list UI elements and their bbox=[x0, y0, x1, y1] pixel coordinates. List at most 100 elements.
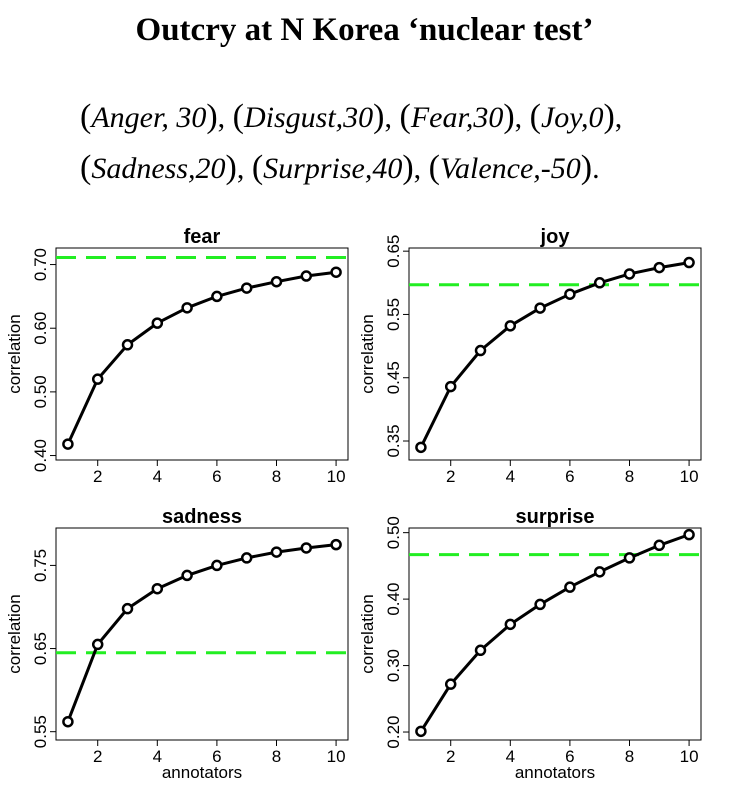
x-tick-label: 6 bbox=[212, 467, 221, 486]
y-tick-label: 0.45 bbox=[384, 361, 403, 394]
data-point bbox=[121, 602, 134, 615]
y-tick-label: 0.30 bbox=[384, 649, 403, 682]
score-fear: (Fear,30), bbox=[399, 98, 530, 135]
x-tick-label: 8 bbox=[625, 747, 634, 766]
chart-sadness: sadness 2 4 6 8 10 0.55 0.65 0.75 correlation anno… bbox=[5, 506, 349, 782]
data-point bbox=[270, 546, 283, 558]
data-point bbox=[564, 581, 576, 593]
score-name: Fear bbox=[410, 101, 466, 134]
plot-frame bbox=[55, 247, 349, 461]
data-point bbox=[240, 282, 253, 294]
data-point bbox=[151, 582, 164, 595]
data-point bbox=[181, 302, 193, 314]
y-tick-label: 0.40 bbox=[384, 583, 403, 616]
x-tick-label: 4 bbox=[153, 467, 162, 486]
data-point bbox=[653, 539, 666, 552]
y-axis-label: correlation bbox=[5, 594, 24, 673]
score-name: Sadness bbox=[91, 152, 188, 185]
chart-title: fear bbox=[184, 226, 221, 248]
score-sadness: (Sadness,20), bbox=[80, 149, 252, 186]
chart-joy: joy 2 4 6 8 10 0.35 0.45 0.55 0.65 correlation bbox=[358, 226, 702, 486]
x-tick-label: 6 bbox=[565, 467, 574, 486]
score-value: 30 bbox=[343, 101, 374, 134]
x-tick-label: 2 bbox=[93, 467, 102, 486]
chart-title: surprise bbox=[516, 506, 595, 528]
score-value: 30 bbox=[176, 101, 207, 134]
score-name: Valence bbox=[440, 152, 534, 185]
data-point bbox=[474, 344, 487, 357]
y-tick-label: 0.65 bbox=[31, 632, 50, 665]
x-tick-label: 4 bbox=[153, 747, 162, 766]
data-point bbox=[181, 569, 193, 582]
data-point bbox=[444, 380, 457, 393]
score-name: Disgust bbox=[243, 101, 336, 134]
y-tick-label: 0.40 bbox=[31, 439, 50, 472]
chart-fear: fear 2 4 6 8 10 0.40 0.50 0.60 0.70 correlation bbox=[5, 226, 349, 486]
data-point bbox=[593, 277, 606, 289]
data-point bbox=[593, 566, 606, 578]
score-line-2: (Sadness,20), (Surprise,40), (Valence,-5… bbox=[80, 143, 720, 194]
score-name: Anger bbox=[91, 101, 162, 134]
y-axis-label: correlation bbox=[358, 314, 377, 393]
series-line bbox=[66, 270, 337, 445]
data-point bbox=[534, 598, 546, 611]
data-point bbox=[653, 261, 666, 274]
x-tick-label: 2 bbox=[446, 467, 455, 486]
data-point bbox=[211, 559, 223, 572]
y-tick-label: 0.70 bbox=[31, 248, 50, 281]
data-point bbox=[330, 266, 342, 278]
data-point bbox=[330, 538, 342, 551]
x-tick-label: 4 bbox=[506, 747, 515, 766]
data-point bbox=[504, 320, 517, 332]
x-tick-label: 2 bbox=[93, 747, 102, 766]
y-tick-label: 0.75 bbox=[31, 549, 50, 582]
data-point bbox=[300, 542, 313, 554]
data-point bbox=[91, 373, 104, 385]
x-tick-label: 8 bbox=[272, 467, 281, 486]
data-point bbox=[121, 339, 134, 351]
data-point bbox=[623, 552, 636, 564]
data-point bbox=[683, 528, 695, 541]
x-tick-label: 10 bbox=[327, 467, 346, 486]
emotion-scores: (Anger, 30), (Disgust,30), (Fear,30), (J… bbox=[80, 92, 720, 194]
chart-title: joy bbox=[540, 226, 571, 248]
y-tick-label: 0.50 bbox=[31, 375, 50, 408]
x-tick-label: 8 bbox=[272, 747, 281, 766]
data-point bbox=[270, 275, 283, 288]
headline: Outcry at N Korea ‘nuclear test’ bbox=[135, 12, 594, 48]
score-value: 40 bbox=[372, 152, 403, 185]
x-tick-label: 10 bbox=[680, 467, 699, 486]
data-point bbox=[474, 644, 487, 657]
y-tick-label: 0.20 bbox=[384, 715, 403, 748]
data-point bbox=[683, 256, 695, 269]
plot-frame bbox=[55, 527, 349, 741]
data-point bbox=[91, 638, 104, 651]
score-line-1: (Anger, 30), (Disgust,30), (Fear,30), (J… bbox=[80, 92, 720, 143]
data-point bbox=[504, 618, 517, 631]
data-point bbox=[444, 678, 457, 690]
x-tick-label: 4 bbox=[506, 467, 515, 486]
x-tick-label: 10 bbox=[680, 747, 699, 766]
data-point bbox=[534, 302, 546, 314]
data-point bbox=[415, 725, 427, 738]
data-point bbox=[300, 270, 313, 282]
x-tick-label: 8 bbox=[625, 467, 634, 486]
plot-frame bbox=[408, 247, 702, 461]
score-name: Joy bbox=[540, 101, 581, 134]
data-point bbox=[240, 552, 253, 564]
y-tick-label: 0.50 bbox=[384, 516, 403, 549]
chart-title: sadness bbox=[162, 506, 242, 528]
y-axis-label: correlation bbox=[5, 314, 24, 393]
y-tick-label: 0.55 bbox=[31, 715, 50, 748]
x-tick-label: 2 bbox=[446, 747, 455, 766]
x-tick-label: 10 bbox=[327, 747, 346, 766]
plot-frame bbox=[408, 527, 702, 741]
data-point bbox=[211, 290, 223, 303]
y-tick-label: 0.60 bbox=[31, 312, 50, 345]
data-point bbox=[623, 268, 636, 280]
series-line bbox=[66, 543, 337, 723]
x-axis-label: annotators bbox=[515, 763, 595, 782]
data-point bbox=[62, 438, 74, 450]
y-axis-label: correlation bbox=[358, 594, 377, 673]
